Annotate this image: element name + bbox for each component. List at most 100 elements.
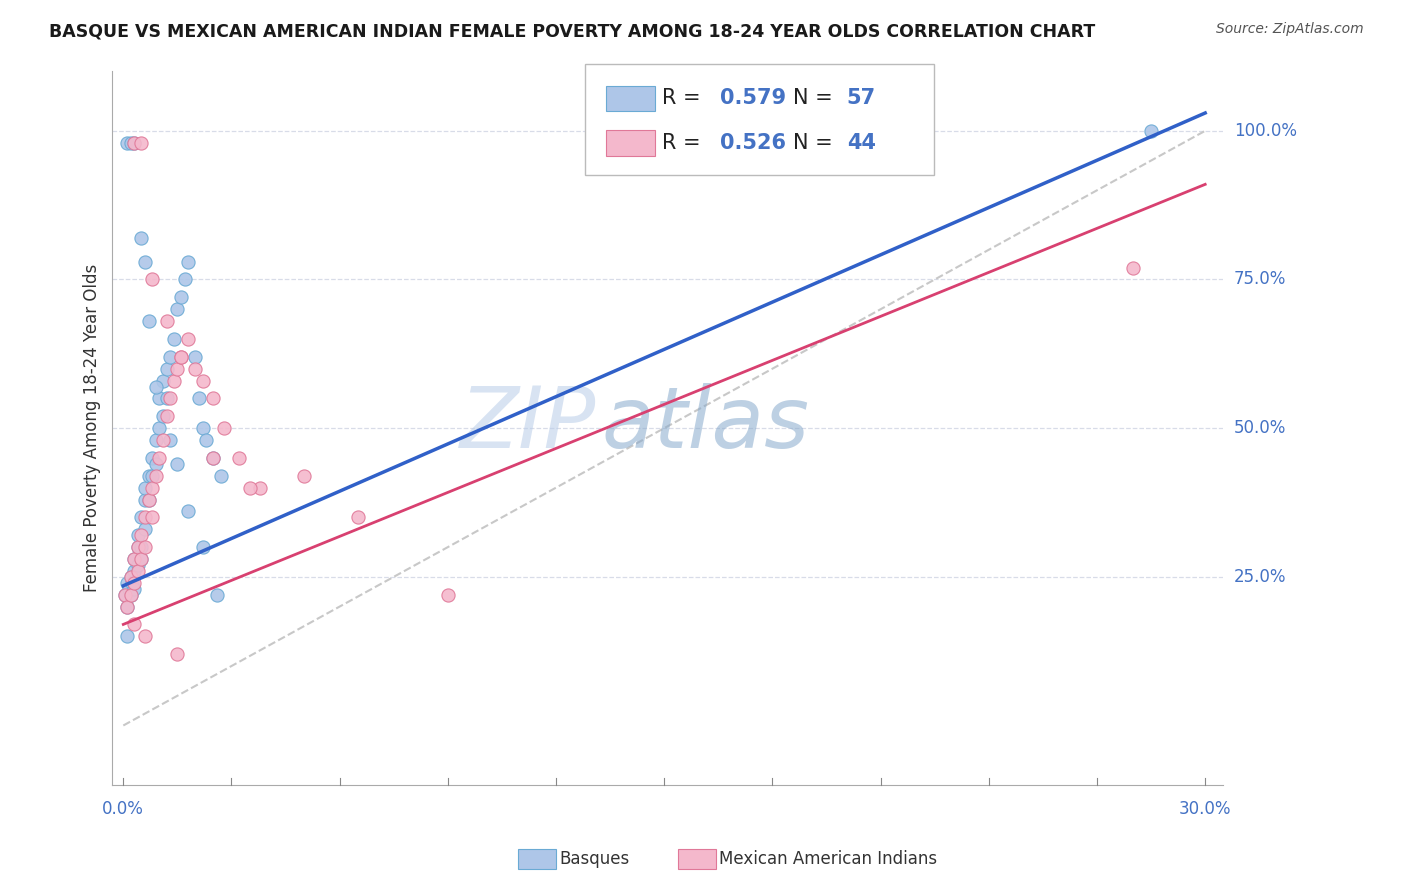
Text: 50.0%: 50.0% (1234, 419, 1286, 437)
Text: N =: N = (793, 88, 839, 109)
Point (118, 582, 141, 596)
Point (159, 392, 181, 406)
Point (148, 392, 170, 406)
Text: 57: 57 (846, 88, 876, 109)
Point (120, 588, 142, 602)
Point (115, 599, 138, 614)
Point (131, 540, 153, 554)
Point (122, 582, 145, 596)
Point (191, 540, 214, 554)
Point (209, 468, 232, 483)
Point (115, 575, 138, 590)
Point (127, 540, 149, 554)
Point (134, 522, 156, 536)
Text: ZIP: ZIP (460, 383, 596, 467)
Point (166, 361, 188, 376)
Point (166, 647, 188, 661)
Point (141, 272, 163, 286)
Point (127, 528, 149, 542)
Point (152, 409, 174, 424)
Point (145, 468, 167, 483)
Point (202, 392, 225, 406)
Point (141, 468, 163, 483)
Point (131, 510, 153, 524)
Point (159, 433, 181, 447)
Point (159, 350, 181, 364)
Point (127, 540, 149, 554)
Point (131, 136, 153, 150)
Point (141, 450, 163, 465)
Point (131, 231, 153, 245)
Point (141, 510, 163, 524)
Point (184, 361, 207, 376)
Point (155, 314, 177, 328)
Point (346, 510, 368, 524)
Point (292, 468, 315, 483)
Point (134, 492, 156, 507)
Point (170, 350, 193, 364)
Point (131, 552, 153, 566)
Point (138, 468, 160, 483)
Point (152, 374, 174, 388)
Point (138, 492, 160, 507)
Text: 0.0%: 0.0% (103, 800, 145, 818)
Point (170, 290, 193, 304)
Text: 0.579: 0.579 (720, 88, 786, 109)
Point (122, 136, 145, 150)
Point (127, 558, 149, 572)
Text: Mexican American Indians: Mexican American Indians (718, 850, 936, 868)
Point (134, 540, 156, 554)
Point (141, 481, 163, 495)
Text: 100.0%: 100.0% (1234, 122, 1298, 140)
Point (120, 570, 142, 584)
Point (155, 392, 177, 406)
Point (1140, 124, 1163, 138)
Point (163, 374, 186, 388)
Point (155, 361, 177, 376)
Point (134, 510, 156, 524)
Text: Basques: Basques (560, 850, 630, 868)
Point (437, 588, 460, 602)
Point (202, 450, 225, 465)
Point (163, 332, 186, 346)
Point (122, 136, 145, 150)
Point (121, 575, 143, 590)
Y-axis label: Female Poverty Among 18-24 Year Olds: Female Poverty Among 18-24 Year Olds (83, 264, 101, 592)
Point (148, 421, 170, 435)
Point (120, 588, 142, 602)
Text: R =: R = (662, 88, 707, 109)
Point (177, 504, 200, 518)
Point (145, 457, 167, 471)
Point (145, 433, 167, 447)
Point (131, 528, 153, 542)
Point (195, 433, 218, 447)
Point (238, 481, 260, 495)
Point (166, 302, 188, 317)
Point (177, 254, 200, 268)
Point (115, 599, 138, 614)
Point (155, 409, 177, 424)
Point (131, 552, 153, 566)
Point (166, 457, 188, 471)
Point (170, 350, 193, 364)
Point (114, 588, 136, 602)
Point (120, 570, 142, 584)
Text: Source: ZipAtlas.com: Source: ZipAtlas.com (1216, 22, 1364, 37)
Point (122, 617, 145, 632)
Point (148, 450, 170, 465)
Point (228, 450, 250, 465)
Point (134, 629, 156, 643)
Point (1122, 260, 1144, 275)
FancyBboxPatch shape (606, 86, 655, 112)
FancyBboxPatch shape (678, 849, 716, 869)
Point (115, 629, 138, 643)
Text: BASQUE VS MEXICAN AMERICAN INDIAN FEMALE POVERTY AMONG 18-24 YEAR OLDS CORRELATI: BASQUE VS MEXICAN AMERICAN INDIAN FEMALE… (49, 22, 1095, 40)
Point (138, 314, 160, 328)
Point (188, 392, 211, 406)
Point (115, 136, 138, 150)
Point (177, 332, 200, 346)
Point (134, 481, 156, 495)
Point (184, 350, 207, 364)
FancyBboxPatch shape (606, 130, 655, 155)
Text: 75.0%: 75.0% (1234, 270, 1286, 288)
